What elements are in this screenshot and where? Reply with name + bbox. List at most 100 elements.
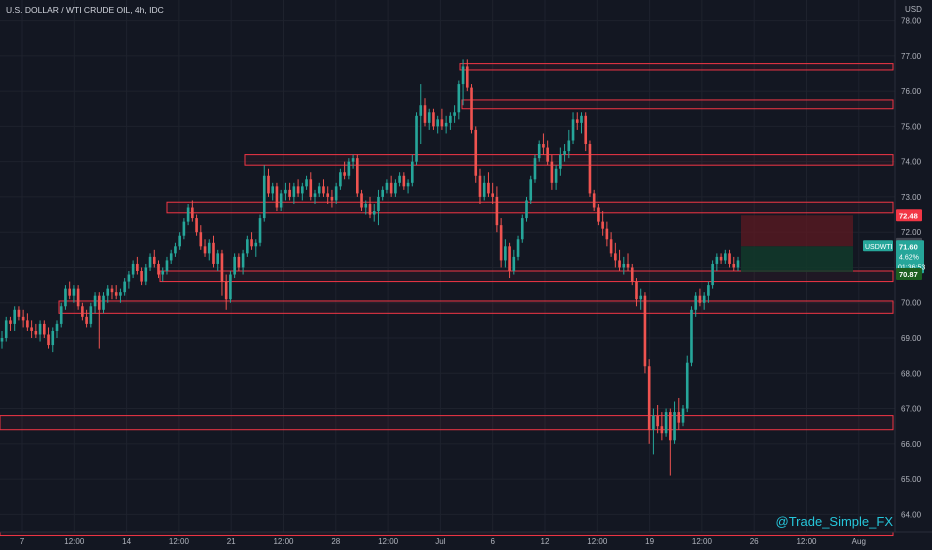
short-position-tool[interactable] xyxy=(741,215,853,273)
candle xyxy=(106,285,110,303)
candle xyxy=(677,397,681,430)
candle xyxy=(728,249,731,268)
candle-body xyxy=(377,196,380,212)
candle-body xyxy=(474,129,478,176)
candle xyxy=(178,232,181,250)
candle xyxy=(495,186,499,233)
candlestick-series xyxy=(0,59,740,476)
candle xyxy=(9,316,12,331)
candle xyxy=(207,239,211,261)
candle xyxy=(546,140,549,166)
candle-body xyxy=(457,84,461,113)
candle-body xyxy=(26,320,29,328)
support-resistance-zones xyxy=(0,63,894,537)
candle-body xyxy=(17,309,21,317)
candle xyxy=(292,182,296,204)
candle xyxy=(427,108,431,130)
candle xyxy=(233,253,236,279)
time-tick-label: 7 xyxy=(20,537,25,546)
candle xyxy=(119,288,122,303)
candle-body xyxy=(707,285,710,296)
candle-body xyxy=(728,253,731,264)
price-zone[interactable] xyxy=(159,270,894,283)
candle xyxy=(254,239,258,257)
candle xyxy=(520,214,524,243)
candle-body xyxy=(93,295,97,307)
candle xyxy=(42,320,46,339)
candle xyxy=(474,126,478,183)
candle xyxy=(360,189,363,212)
candle xyxy=(711,260,714,289)
candle-body xyxy=(690,309,693,363)
candle xyxy=(288,182,291,201)
candle-body xyxy=(97,295,101,310)
candle-body xyxy=(664,412,668,434)
candle-body xyxy=(296,186,300,194)
candle xyxy=(660,412,664,441)
candle xyxy=(279,189,283,212)
time-tick-label: 21 xyxy=(227,537,236,546)
candle-body xyxy=(322,186,325,194)
stop-loss-zone[interactable] xyxy=(741,215,853,247)
candle xyxy=(0,330,4,349)
currency-label: USD xyxy=(905,5,922,14)
candle xyxy=(301,182,304,201)
candle-body xyxy=(182,221,186,236)
target-price-badge xyxy=(896,268,922,281)
price-zone[interactable] xyxy=(0,531,894,537)
price-zone[interactable] xyxy=(461,99,894,110)
candle-body xyxy=(0,338,4,342)
candle-body xyxy=(614,253,617,261)
candle-body xyxy=(504,246,507,261)
candle xyxy=(719,253,723,264)
candle-body xyxy=(698,295,702,303)
candle xyxy=(554,165,558,190)
candle-body xyxy=(711,263,714,286)
candle xyxy=(131,260,135,279)
price-zone[interactable] xyxy=(58,300,894,314)
candle xyxy=(639,288,643,310)
candle-body xyxy=(685,362,689,409)
candle-body xyxy=(444,122,448,127)
candle-body xyxy=(542,144,545,148)
candle-body xyxy=(250,239,253,247)
candle xyxy=(571,112,575,145)
price-zone[interactable] xyxy=(0,415,894,431)
candle-body xyxy=(584,115,588,145)
candle-body xyxy=(220,253,224,282)
candle xyxy=(4,316,8,342)
price-zone[interactable] xyxy=(459,63,894,71)
candle-body xyxy=(301,186,304,194)
candle-body xyxy=(59,306,63,324)
candle xyxy=(110,285,114,300)
candle-body xyxy=(305,179,308,187)
candle xyxy=(575,112,579,130)
take-profit-zone[interactable] xyxy=(741,246,853,273)
candle-body xyxy=(516,239,520,257)
candle xyxy=(406,179,410,194)
candle xyxy=(64,285,67,310)
candle-body xyxy=(660,426,664,434)
candle xyxy=(525,196,528,222)
price-zone[interactable] xyxy=(166,201,894,214)
candle xyxy=(415,112,418,166)
candle xyxy=(55,320,59,339)
candle-body xyxy=(482,182,486,197)
price-tick-label: 70.00 xyxy=(901,299,922,308)
candle-body xyxy=(592,193,596,208)
candle xyxy=(529,175,533,204)
time-tick-label: 26 xyxy=(750,537,759,546)
candle-body xyxy=(639,295,643,300)
candle-body xyxy=(512,256,516,271)
candle xyxy=(597,203,600,226)
candle xyxy=(97,292,101,349)
candle xyxy=(736,256,740,271)
candle xyxy=(432,108,435,130)
candle xyxy=(81,302,84,321)
candle xyxy=(343,161,346,180)
candle-body xyxy=(288,189,291,197)
time-axis[interactable]: 7 12:00 14 12:00 21 12:00 28 12:00 Jul 6 12 12:00 19… xyxy=(20,537,866,546)
price-axis[interactable]: 64.0065.0066.0067.0068.0069.0070.0071.00… xyxy=(901,17,922,520)
candle-body xyxy=(186,207,190,222)
